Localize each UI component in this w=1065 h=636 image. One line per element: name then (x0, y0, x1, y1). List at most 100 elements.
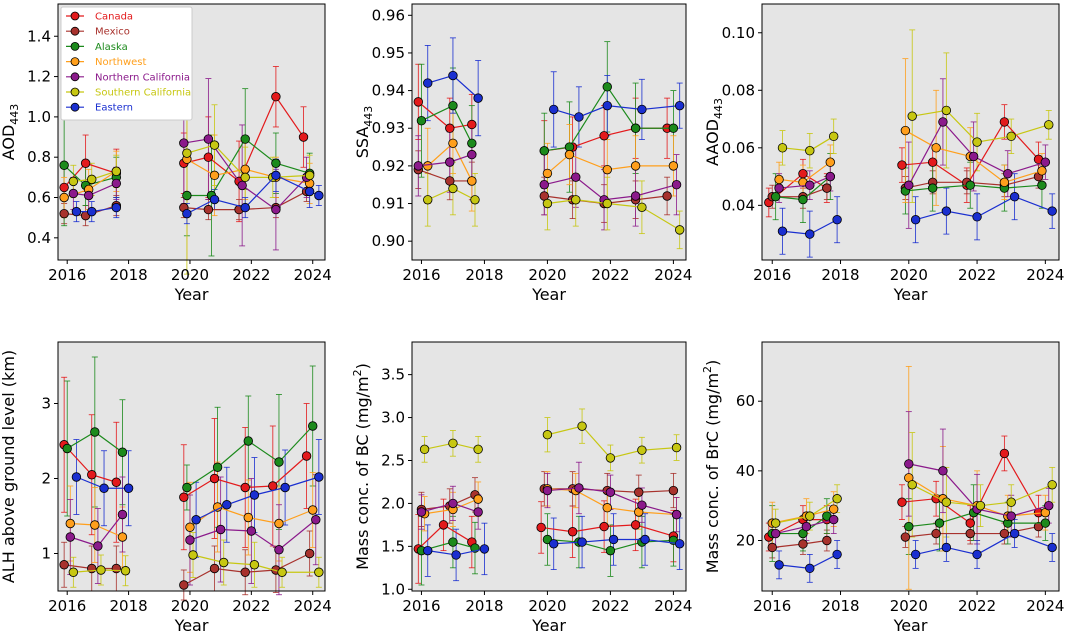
data-point (59, 560, 69, 570)
data-point (767, 542, 777, 553)
data-point (249, 560, 260, 570)
legend-label: Southern California (95, 88, 191, 99)
data-point (602, 503, 612, 513)
data-point (99, 483, 109, 493)
data-point (209, 140, 220, 150)
data-point (897, 160, 907, 170)
legend: Canada Mexico Alaska Northwest Northern Cali… (60, 6, 193, 121)
y-tick-label: 0.8 (27, 148, 51, 166)
data-point (271, 170, 281, 181)
data-point (467, 138, 477, 148)
legend-box (60, 6, 193, 121)
data-point (268, 481, 278, 491)
data-point (473, 444, 483, 455)
panel-ssa: 0.90 0.91 0.92 0.93 0.94 0.95 0.96 2016 2018 2020… (353, 3, 692, 304)
data-point (277, 567, 287, 577)
data-point (111, 477, 122, 487)
data-point (805, 511, 815, 521)
data-point (243, 436, 253, 446)
y-tick-label: 40 (736, 462, 755, 480)
data-point (448, 438, 458, 449)
y-tick-label: 60 (736, 392, 755, 410)
data-point (972, 549, 982, 560)
panel-brc: 20 40 60 2016 2018 2020 2022 2024 Year Mass conc.… (701, 341, 1064, 635)
data-point (828, 514, 839, 525)
data-point (237, 180, 247, 191)
data-point (308, 505, 318, 515)
data-point (539, 180, 549, 190)
data-point (931, 528, 941, 539)
data-point (542, 485, 553, 496)
y-tick-label: 1.4 (27, 27, 51, 45)
data-point (904, 521, 914, 532)
data-point (448, 70, 458, 81)
data-point (774, 560, 784, 570)
data-point (311, 515, 321, 525)
data-point (438, 520, 449, 530)
data-point (445, 157, 455, 167)
data-point (188, 550, 198, 560)
data-point (274, 457, 284, 467)
data-point (910, 549, 921, 560)
data-point (448, 537, 458, 547)
y-tick-label: 0.94 (372, 82, 405, 100)
data-point (825, 171, 835, 182)
data-point (448, 183, 458, 194)
data-point (423, 545, 433, 556)
data-point (467, 176, 477, 186)
data-point (671, 180, 682, 190)
data-point (416, 116, 427, 126)
data-point (448, 498, 458, 509)
x-tick-label: 2018 (465, 266, 503, 284)
data-point (770, 528, 781, 539)
data-point (640, 534, 650, 545)
y-tick-label: 0.04 (722, 196, 755, 214)
data-point (805, 563, 815, 574)
legend-marker (70, 87, 80, 97)
data-point (314, 190, 324, 201)
x-tick-label: 2016 (402, 266, 440, 284)
data-point (577, 421, 587, 431)
data-point (822, 535, 832, 546)
data-point (542, 168, 553, 179)
data-point (599, 521, 609, 532)
data-point (637, 202, 647, 212)
data-point (182, 208, 192, 219)
data-point (605, 453, 616, 463)
legend-label: Northwest (95, 57, 147, 68)
data-point (931, 143, 941, 153)
legend-label: Canada (95, 12, 133, 23)
y-tick-label: 0.90 (372, 232, 405, 250)
data-point (467, 119, 477, 130)
data-point (280, 482, 290, 493)
data-point (413, 97, 423, 107)
data-point (215, 524, 226, 535)
data-point (179, 138, 189, 148)
data-point (182, 190, 192, 201)
data-point (907, 111, 917, 121)
data-point (304, 548, 315, 559)
data-point (123, 483, 134, 493)
data-point (203, 134, 214, 144)
axes-frame (761, 341, 1060, 592)
data-point (117, 447, 128, 457)
data-point (549, 539, 559, 549)
data-point (577, 537, 587, 547)
data-point (668, 161, 679, 171)
data-point (71, 472, 82, 482)
data-point (416, 507, 427, 517)
data-point (445, 123, 455, 133)
y-axis-label: Mass conc. of BrC (mg/m2) (701, 360, 722, 574)
data-point (567, 527, 578, 537)
x-tick-label: 2016 (753, 266, 791, 284)
data-point (999, 177, 1010, 188)
data-point (93, 541, 103, 551)
data-point (999, 117, 1010, 127)
data-point (473, 494, 483, 504)
y-tick-label: 2 (41, 470, 51, 488)
data-point (298, 132, 309, 142)
legend-marker (70, 57, 80, 66)
data-point (574, 483, 584, 493)
data-point (209, 473, 220, 484)
